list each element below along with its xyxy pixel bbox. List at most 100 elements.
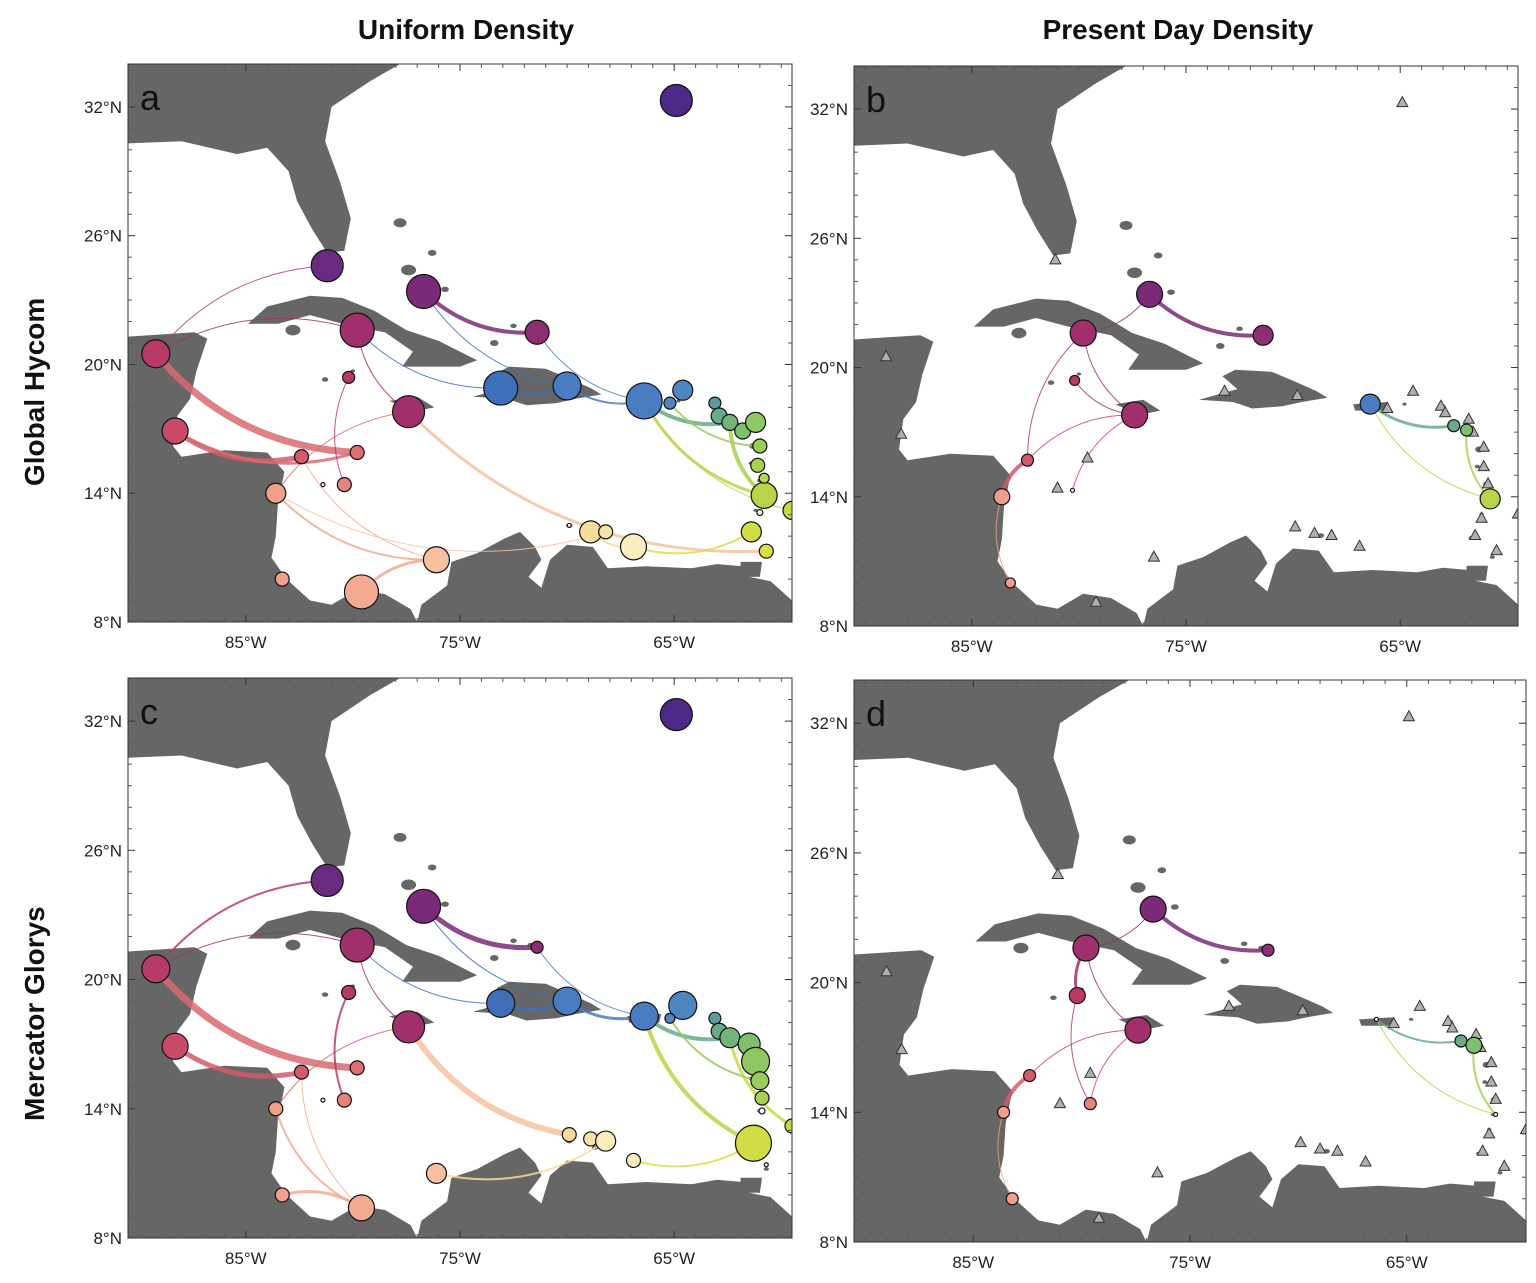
reef-node — [1373, 1016, 1380, 1022]
island — [441, 286, 449, 293]
site-triangle — [1331, 1144, 1344, 1156]
island — [1474, 464, 1480, 469]
site-triangle — [1294, 1135, 1307, 1148]
connection-arc — [152, 965, 361, 1072]
reef-node — [993, 488, 1011, 506]
site-triangle — [1490, 543, 1503, 556]
connection-arc — [407, 410, 768, 554]
lat-label: 14°N — [810, 488, 848, 507]
site-triangle — [1325, 528, 1338, 541]
lat-label: 26°N — [84, 227, 122, 246]
reef-node — [752, 438, 768, 454]
island — [1482, 1080, 1488, 1084]
island — [1236, 326, 1243, 332]
lon-label: 85°W — [951, 637, 993, 656]
reef-node — [141, 954, 171, 984]
connection-arc — [997, 1111, 1013, 1200]
reef-node — [486, 988, 516, 1018]
reef-node — [1083, 1097, 1097, 1111]
reef-node — [598, 524, 614, 540]
land-cuba — [973, 298, 1204, 370]
site-triangle — [1222, 999, 1236, 1011]
land-sam — [1146, 1151, 1526, 1242]
reef-node — [1005, 1192, 1019, 1206]
connection-arc — [1375, 1018, 1497, 1115]
reef-node — [391, 395, 426, 429]
map-panel-a: 32°N 26°N 20°N 14°N 8°N 85°W 75°W 65°W a — [84, 63, 793, 652]
land-cam — [854, 335, 1144, 626]
land-us — [128, 64, 400, 253]
reef-node — [754, 1090, 770, 1106]
connection-arc — [423, 905, 568, 1002]
site-triangle — [1395, 95, 1409, 108]
reef-node — [740, 521, 762, 543]
lat-label: 32°N — [84, 712, 122, 731]
island — [1153, 252, 1163, 259]
panel-label-b: b — [866, 79, 886, 120]
site-triangle — [1353, 539, 1366, 551]
site-triangle — [1402, 709, 1416, 722]
site-triangle — [1445, 1020, 1459, 1033]
reef-node — [663, 396, 677, 410]
reef-node — [758, 1107, 766, 1115]
reef-node — [750, 481, 778, 509]
connection-arc — [1147, 292, 1266, 338]
reef-node — [763, 1162, 769, 1168]
site-triangle — [1413, 999, 1427, 1011]
lon-label: 85°W — [225, 633, 267, 652]
site-triangle — [1291, 388, 1304, 401]
island — [441, 901, 449, 907]
connection-arc — [536, 946, 645, 1017]
column-title-uniform-density: Uniform Density — [357, 14, 575, 45]
reef-node — [320, 482, 326, 488]
reef-node — [1068, 986, 1086, 1005]
site-triangle — [1462, 412, 1476, 424]
reef-node — [1465, 1036, 1483, 1054]
reef-node — [343, 574, 380, 610]
site-triangle — [1380, 401, 1394, 413]
reef-node — [750, 457, 766, 473]
reef-node — [161, 417, 189, 445]
connection-arc — [423, 290, 568, 387]
site-triangle — [1406, 384, 1420, 396]
reef-node — [734, 1124, 773, 1162]
lat-label: 26°N — [810, 844, 848, 863]
reef-node — [1069, 319, 1097, 347]
site-triangle — [894, 427, 908, 439]
connection-arc — [173, 429, 359, 465]
reef-node — [293, 1064, 310, 1080]
reef-node — [1139, 895, 1167, 923]
lon-label: 85°W — [952, 1253, 994, 1272]
island — [1408, 1017, 1414, 1021]
reef-node — [750, 1071, 770, 1091]
island — [427, 249, 437, 256]
connection-arc — [274, 1107, 363, 1209]
lon-label: 65°W — [653, 633, 695, 652]
land-sam — [417, 1147, 792, 1238]
reef-node — [672, 379, 694, 401]
reef-node — [1493, 1111, 1499, 1118]
reef-node — [659, 83, 693, 118]
reef-node — [339, 927, 375, 963]
site-triangle — [1484, 1055, 1498, 1068]
lat-label: 26°N — [810, 229, 848, 248]
site-triangle — [1089, 595, 1103, 607]
land-trin — [740, 561, 762, 577]
island — [1011, 327, 1027, 339]
connection-arc — [1070, 995, 1091, 1105]
site-triangle — [1519, 1122, 1526, 1135]
lat-label: 32°N — [84, 98, 122, 117]
connection-arc — [300, 456, 437, 561]
site-triangle — [1477, 459, 1491, 472]
island — [510, 323, 517, 329]
reef-node — [1252, 324, 1274, 346]
island — [401, 879, 417, 891]
lat-label: 26°N — [84, 841, 122, 860]
lon-label: 75°W — [1169, 1253, 1211, 1272]
site-triangle — [1468, 528, 1482, 541]
connection-arc — [274, 492, 438, 561]
connection-arc — [356, 329, 502, 389]
lon-label: 65°W — [653, 1249, 695, 1268]
reef-node — [996, 1105, 1011, 1119]
land-us — [128, 678, 400, 868]
